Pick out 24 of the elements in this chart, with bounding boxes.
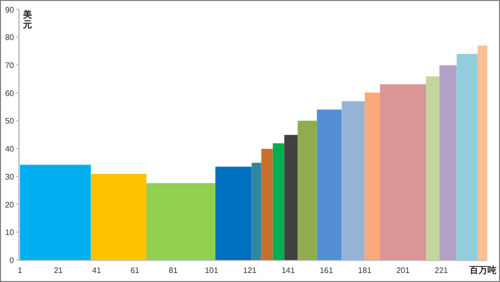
x-tick-label: 81	[168, 266, 178, 275]
x-tick-label: 181	[358, 266, 372, 275]
y-tick-label: 50	[5, 116, 15, 126]
x-tick-label: 161	[320, 266, 334, 275]
y-tick-label: 20	[5, 200, 15, 210]
x-tick-label: 41	[92, 266, 102, 275]
x-tick-label: 221	[434, 266, 449, 275]
y-tick-label: 0	[10, 256, 15, 265]
y-tick-label: 90	[5, 5, 15, 14]
y-tick-label: 70	[5, 61, 15, 70]
x-tick-label: 1	[18, 266, 23, 275]
y-tick-label: 30	[5, 172, 15, 182]
y-tick-label: 80	[5, 33, 15, 42]
x-tick-label: 141	[281, 266, 296, 275]
x-axis-title: 百万吨	[468, 265, 496, 275]
x-tick-label: 61	[130, 266, 140, 275]
y-tick-label: 10	[5, 228, 15, 238]
y-axis-title: 美元	[22, 9, 32, 30]
x-tick-label: 101	[204, 266, 219, 275]
x-tick-label: 201	[396, 266, 410, 275]
y-tick-label: 60	[5, 88, 15, 98]
x-tick-label: 121	[243, 266, 258, 275]
y-tick-label: 40	[5, 144, 15, 154]
x-tick-label: 21	[54, 266, 64, 275]
